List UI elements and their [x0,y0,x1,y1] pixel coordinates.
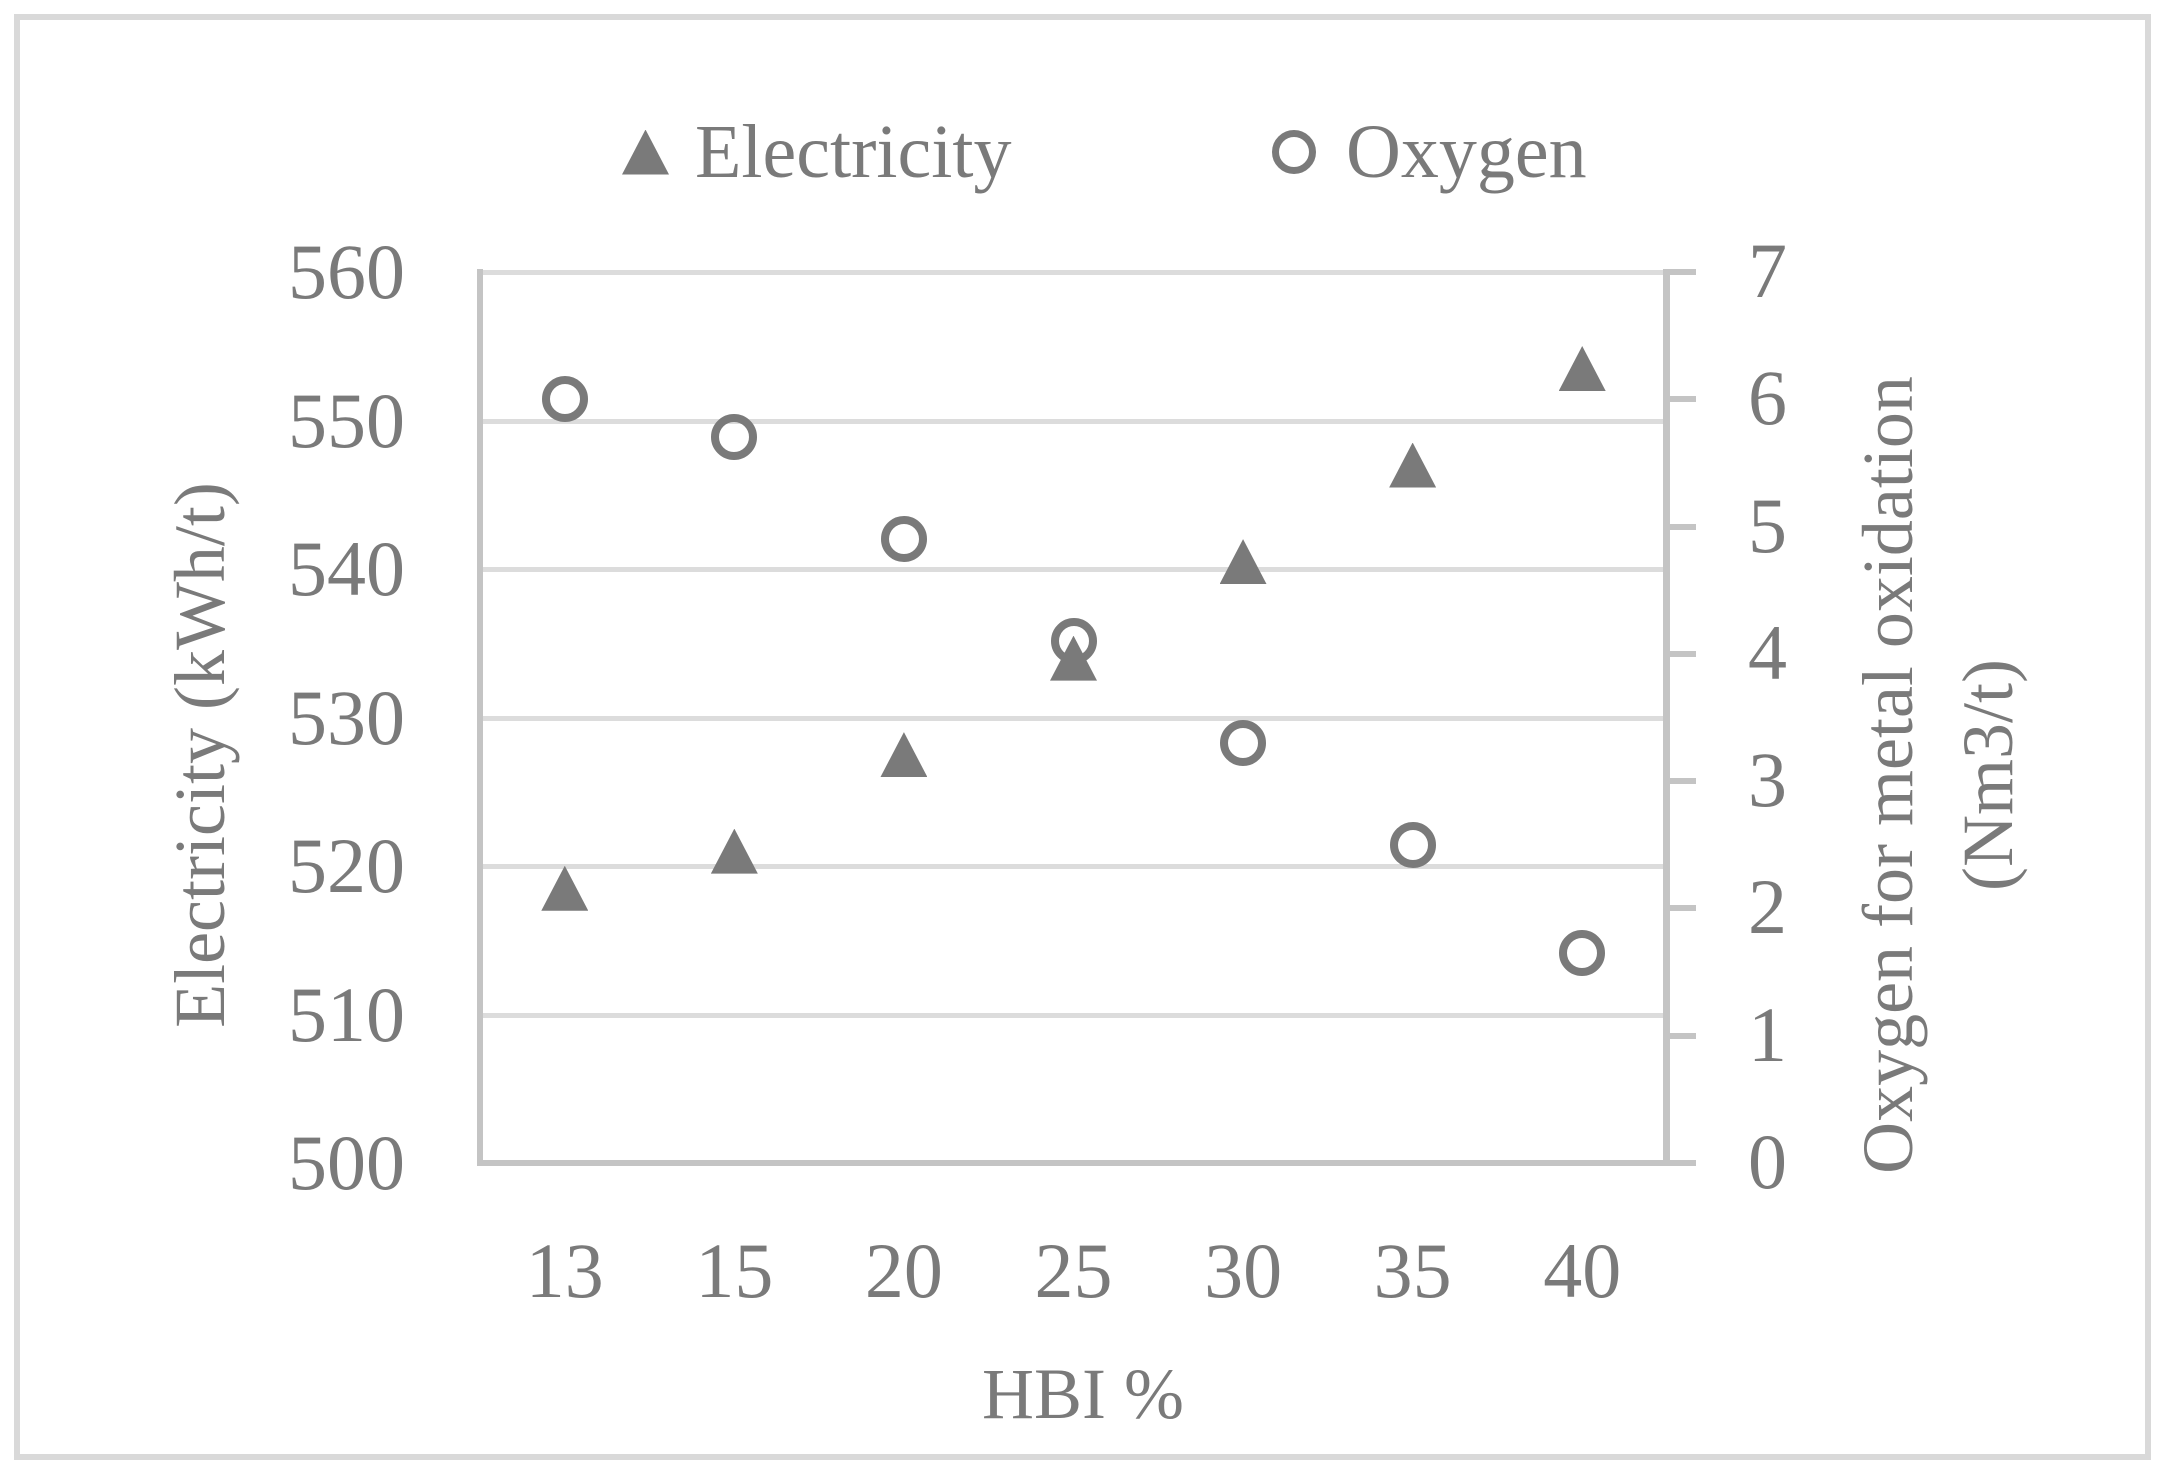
oxygen-point [880,516,927,563]
y-left-tick-label: 520 [288,822,405,909]
electricity-point [880,732,928,778]
gridline [480,1012,1663,1018]
y-left-tick-label: 510 [288,970,405,1058]
gridline [480,270,1663,275]
y-axis-right-title-line2: (Nm3/t) [1948,659,2028,891]
oxygen-point [711,414,758,461]
x-tick-label: 35 [1373,1227,1452,1314]
figure-border [14,14,2151,1460]
x-tick-label: 40 [1543,1227,1622,1314]
y-right-tick-label: 5 [1748,481,1787,569]
electricity-point [1558,346,1606,392]
gridline [480,864,1663,869]
legend-item-oxygen: Oxygen [1272,106,1587,198]
x-axis-title: HBI % [982,1354,1184,1434]
y-left-tick-label: 530 [288,673,405,761]
oxygen-point [1559,929,1606,976]
legend-item-electricity: Electricity [622,106,1012,198]
circle-marker-icon [1272,130,1316,174]
y-right-axis-tick [1670,396,1696,403]
y-right-tick-label: 6 [1748,354,1787,442]
gridline [480,715,1663,721]
electricity-point [541,865,589,911]
y-right-tick-label: 4 [1748,608,1787,696]
y-left-tick-label: 500 [288,1119,405,1206]
electricity-point [1389,442,1437,488]
y-right-axis-tick [1670,1032,1696,1039]
y-right-axis-tick [1670,1160,1696,1166]
y-right-tick-label: 0 [1748,1118,1787,1205]
x-tick-label: 15 [695,1227,774,1314]
y-right-tick-label: 3 [1748,736,1787,824]
electricity-point [710,828,758,874]
oxygen-point [1389,821,1436,868]
y-axis-left-line [477,269,483,1166]
y-right-axis-tick [1670,650,1696,657]
y-right-axis-tick [1670,523,1696,530]
x-axis-line [477,1160,1670,1166]
electricity-point [1219,539,1267,585]
gridline [480,567,1663,572]
y-right-axis-tick [1670,269,1696,275]
y-axis-right-line [1663,269,1670,1166]
y-axis-left-title: Electricity (kWh/t) [160,482,240,1028]
legend-label-electricity: Electricity [695,110,1012,194]
oxygen-point [1220,719,1267,766]
y-right-axis-tick [1670,905,1696,912]
x-tick-label: 30 [1204,1227,1283,1314]
x-tick-label: 25 [1034,1227,1113,1314]
y-right-tick-label: 2 [1748,863,1787,951]
y-right-tick-label: 1 [1748,990,1787,1078]
x-tick-label: 20 [864,1227,943,1314]
y-right-tick-label: 7 [1748,227,1787,314]
legend-label-oxygen: Oxygen [1346,110,1587,194]
y-left-tick-label: 560 [288,228,405,315]
y-axis-right-title-line1: Oxygen for metal oxidation [1848,376,1928,1174]
y-right-axis-tick [1670,778,1696,785]
gridline [480,418,1663,424]
y-left-tick-label: 550 [288,376,405,464]
y-left-tick-label: 540 [288,525,405,612]
oxygen-point [541,376,588,423]
x-tick-label: 13 [525,1227,604,1314]
